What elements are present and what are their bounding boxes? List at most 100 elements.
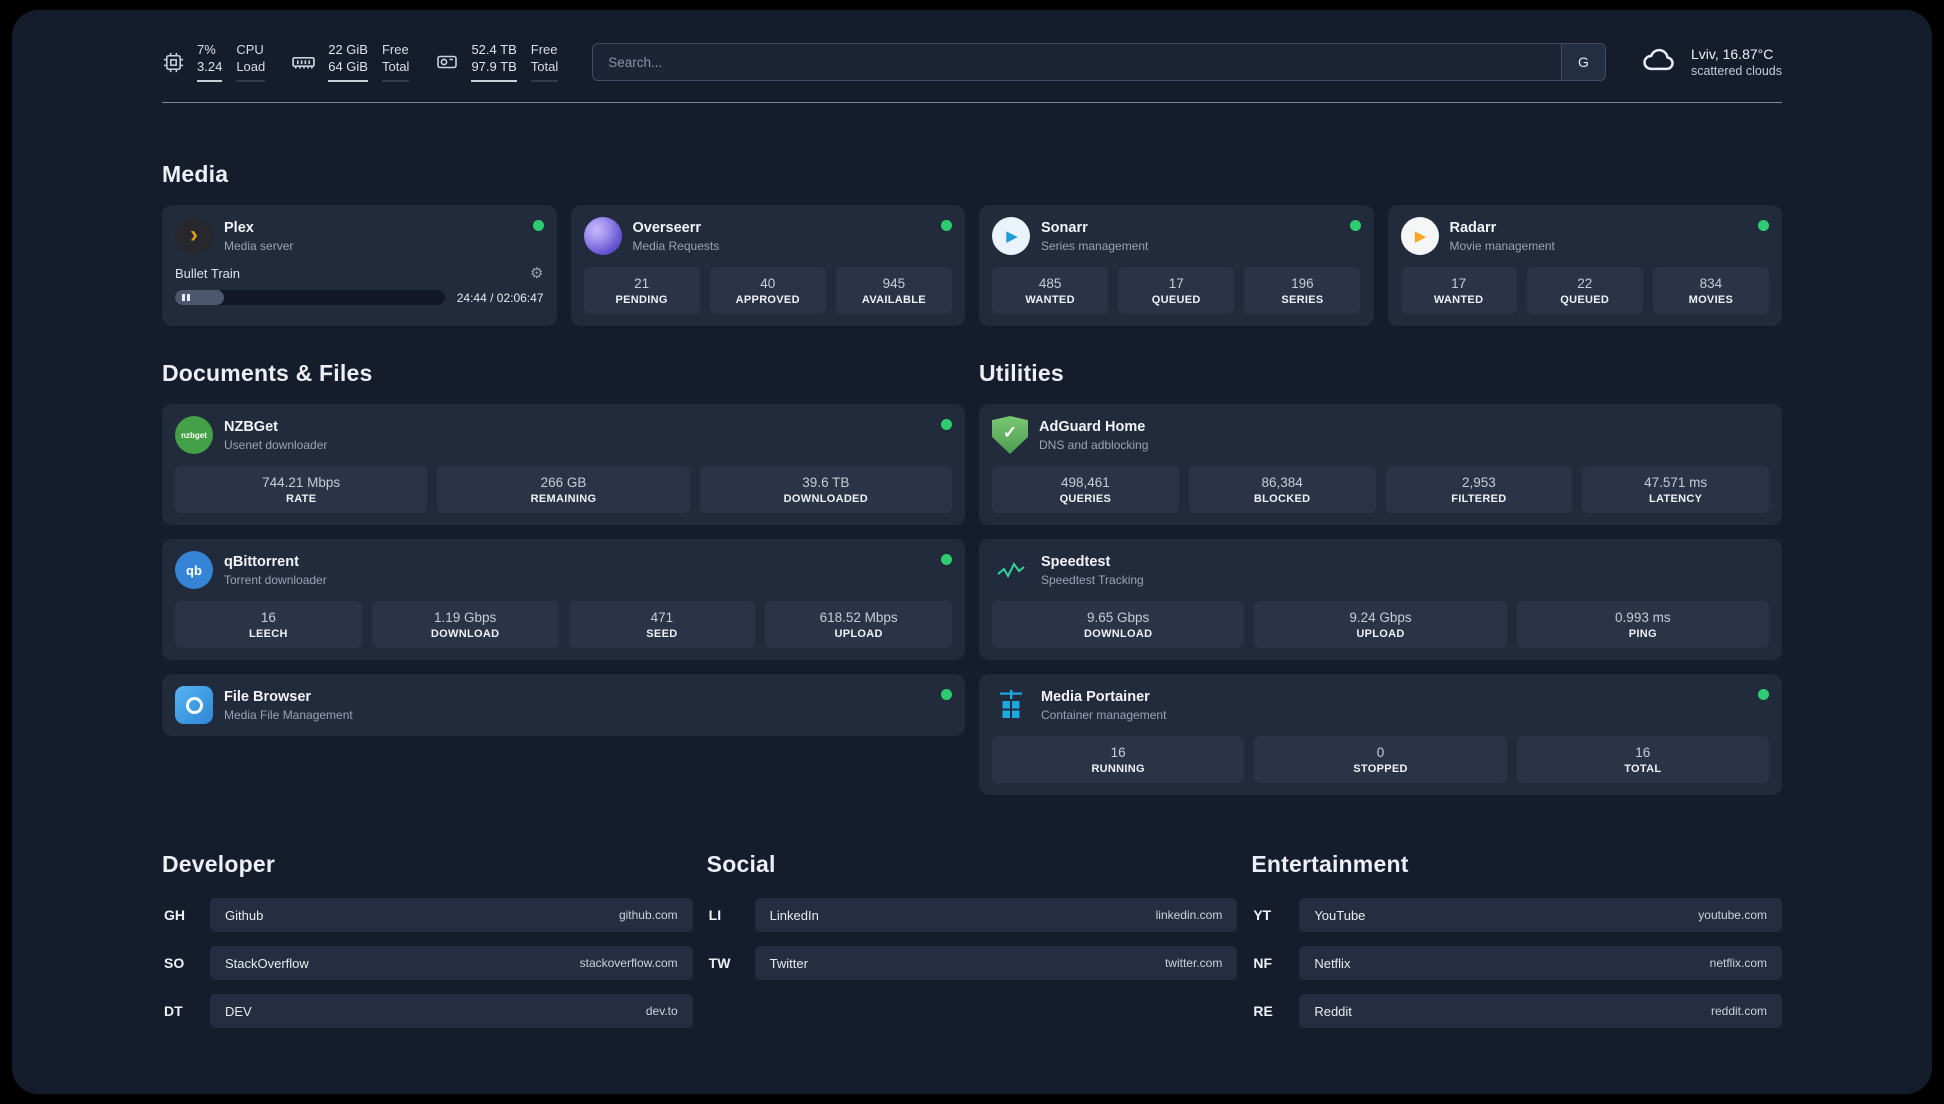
bookmark-link-reddit[interactable]: RE Reddit reddit.com [1251, 994, 1782, 1028]
stat-tile: 0.993 ms PING [1516, 601, 1769, 648]
stat-tile: 40 APPROVED [709, 267, 826, 314]
bookmark-link-dev[interactable]: DT DEV dev.to [162, 994, 693, 1028]
bookmark-link-youtube[interactable]: YT YouTube youtube.com [1251, 898, 1782, 932]
bookmark-abbr: YT [1253, 907, 1272, 923]
bookmark-link-linkedin[interactable]: LI LinkedIn linkedin.com [707, 898, 1238, 932]
section-utilities: Utilities ✓ AdGuard Home DNS and adblock… [979, 360, 1782, 795]
sonarr-icon: ▶ [992, 217, 1030, 255]
bookmark-name: StackOverflow [225, 955, 309, 971]
dashboard-root: 7% 3.24 CPU Load 22 GiB 64 GiB Free [12, 10, 1932, 1094]
status-dot [1758, 689, 1769, 700]
app-card-portainer[interactable]: Media Portainer Container management 16 R… [979, 674, 1782, 795]
bookmark-link-stackoverflow[interactable]: SO StackOverflow stackoverflow.com [162, 946, 693, 980]
bookmark-group-developer: Developer GH Github github.com SO StackO… [162, 851, 693, 1042]
pause-icon[interactable] [182, 294, 190, 301]
section-documents: Documents & Files nzbget NZBGet Usenet d… [162, 360, 965, 736]
nzbget-icon: nzbget [175, 416, 213, 454]
memory-stat-group: 22 GiB 64 GiB Free Total [291, 42, 410, 83]
disk-labels: Free Total [530, 42, 559, 83]
top-bar: 7% 3.24 CPU Load 22 GiB 64 GiB Free [162, 40, 1782, 84]
app-name: Overseerr [632, 219, 702, 236]
cloud-icon [1640, 46, 1678, 78]
bookmark-url: linkedin.com [1155, 908, 1223, 922]
bookmark-url: netflix.com [1709, 956, 1767, 970]
stat-tile: 47.571 ms LATENCY [1582, 466, 1769, 513]
bookmark-url: youtube.com [1698, 908, 1767, 922]
bookmark-abbr: GH [164, 907, 185, 923]
app-card-plex[interactable]: › Plex Media server Bullet Train ⚙ [162, 205, 557, 326]
search-input[interactable] [593, 44, 1561, 80]
app-card-radarr[interactable]: ▶ Radarr Movie management 17 WANTED 22 QUE… [1387, 205, 1782, 326]
bookmark-group-title: Entertainment [1251, 851, 1409, 877]
app-name: qBittorrent [224, 553, 299, 570]
app-card-sonarr[interactable]: ▶ Sonarr Series management 485 WANTED 17 Q… [979, 205, 1374, 326]
plex-icon: › [175, 217, 213, 255]
topbar-divider [162, 102, 1782, 103]
weather-widget: Lviv, 16.87°C scattered clouds [1640, 46, 1782, 78]
playback-progress-fill [175, 290, 224, 305]
cpu-icon [162, 51, 185, 74]
stat-tile: 86,384 BLOCKED [1188, 466, 1376, 513]
section-title-media: Media [162, 161, 229, 187]
stat-tile: 16 LEECH [175, 601, 362, 648]
speedtest-icon [992, 551, 1030, 589]
portainer-icon [992, 686, 1030, 724]
status-dot [941, 689, 952, 700]
bookmark-name: LinkedIn [769, 907, 819, 923]
playback-time: 24:44 / 02:06:47 [456, 290, 544, 305]
bookmark-url: dev.to [645, 1004, 678, 1018]
stat-tile: 834 MOVIES [1652, 267, 1769, 314]
stat-tile: 2,953 FILTERED [1385, 466, 1573, 513]
memory-icon [291, 50, 316, 75]
app-card-adguard[interactable]: ✓ AdGuard Home DNS and adblocking 498,46… [979, 404, 1782, 525]
stat-tile: 1.19 Gbps DOWNLOAD [371, 601, 559, 648]
playback-progress-bar[interactable] [175, 290, 445, 305]
search-engine-button[interactable]: G [1560, 44, 1605, 80]
radarr-icon: ▶ [1400, 217, 1439, 255]
app-card-qbittorrent[interactable]: qb qBittorrent Torrent downloader 16 LEEC… [162, 539, 965, 660]
app-name: NZBGet [224, 418, 278, 435]
bookmark-link-twitter[interactable]: TW Twitter twitter.com [707, 946, 1238, 980]
cpu-stat-group: 7% 3.24 CPU Load [162, 42, 266, 83]
app-card-nzbget[interactable]: nzbget NZBGet Usenet downloader 744.21 M… [162, 404, 965, 525]
stat-tile: 21 PENDING [583, 267, 700, 314]
bookmark-name: Twitter [769, 955, 808, 971]
app-subtitle: Torrent downloader [224, 572, 327, 587]
content-container: 7% 3.24 CPU Load 22 GiB 64 GiB Free [162, 10, 1782, 1042]
bookmark-url: github.com [618, 908, 678, 922]
app-card-overseerr[interactable]: Overseerr Media Requests 21 PENDING 40 APP… [570, 205, 965, 326]
bookmark-abbr: NF [1253, 955, 1272, 971]
gear-icon[interactable]: ⚙ [530, 265, 544, 282]
bookmark-abbr: RE [1253, 1003, 1273, 1019]
stat-tile: 16 RUNNING [992, 736, 1245, 783]
app-subtitle: Series management [1041, 238, 1149, 253]
app-card-speedtest[interactable]: Speedtest Speedtest Tracking 9.65 Gbps DO… [979, 539, 1782, 660]
weather-location: Lviv, 16.87°C [1690, 46, 1774, 62]
app-subtitle: Usenet downloader [224, 437, 328, 452]
bookmark-group-social: Social LI LinkedIn linkedin.com TW Twitt… [707, 851, 1238, 994]
bookmark-group-title: Social [706, 851, 776, 877]
bookmark-link-github[interactable]: GH Github github.com [162, 898, 693, 932]
app-name: File Browser [224, 688, 312, 705]
app-subtitle: Media Requests [632, 238, 720, 253]
stat-tile: 16 TOTAL [1516, 736, 1769, 783]
bookmark-link-netflix[interactable]: NF Netflix netflix.com [1251, 946, 1782, 980]
stat-tile: 196 SERIES [1244, 267, 1361, 314]
section-title-utilities: Utilities [979, 360, 1064, 386]
bookmark-name: Github [225, 907, 264, 923]
stat-tile: 266 GB REMAINING [437, 466, 690, 513]
bookmark-group-entertainment: Entertainment YT YouTube youtube.com NF … [1251, 851, 1782, 1042]
cpu-labels: CPU Load [236, 42, 266, 83]
app-card-filebrowser[interactable]: File Browser Media File Management [162, 674, 965, 736]
memory-labels: Free Total [381, 42, 410, 83]
qbittorrent-icon: qb [175, 551, 213, 589]
app-name: Radarr [1449, 219, 1497, 236]
stat-tile: 945 AVAILABLE [835, 267, 952, 314]
app-subtitle: DNS and adblocking [1039, 437, 1149, 452]
bookmark-abbr: DT [164, 1003, 183, 1019]
bookmark-url: stackoverflow.com [579, 956, 678, 970]
plex-player-widget: Bullet Train ⚙ 24:44 / 02:06:47 [175, 266, 544, 305]
section-media: Media › Plex Media server Bullet Train ⚙ [162, 161, 1782, 326]
stat-tile: 17 WANTED [1400, 267, 1517, 314]
bookmark-abbr: LI [708, 907, 722, 923]
